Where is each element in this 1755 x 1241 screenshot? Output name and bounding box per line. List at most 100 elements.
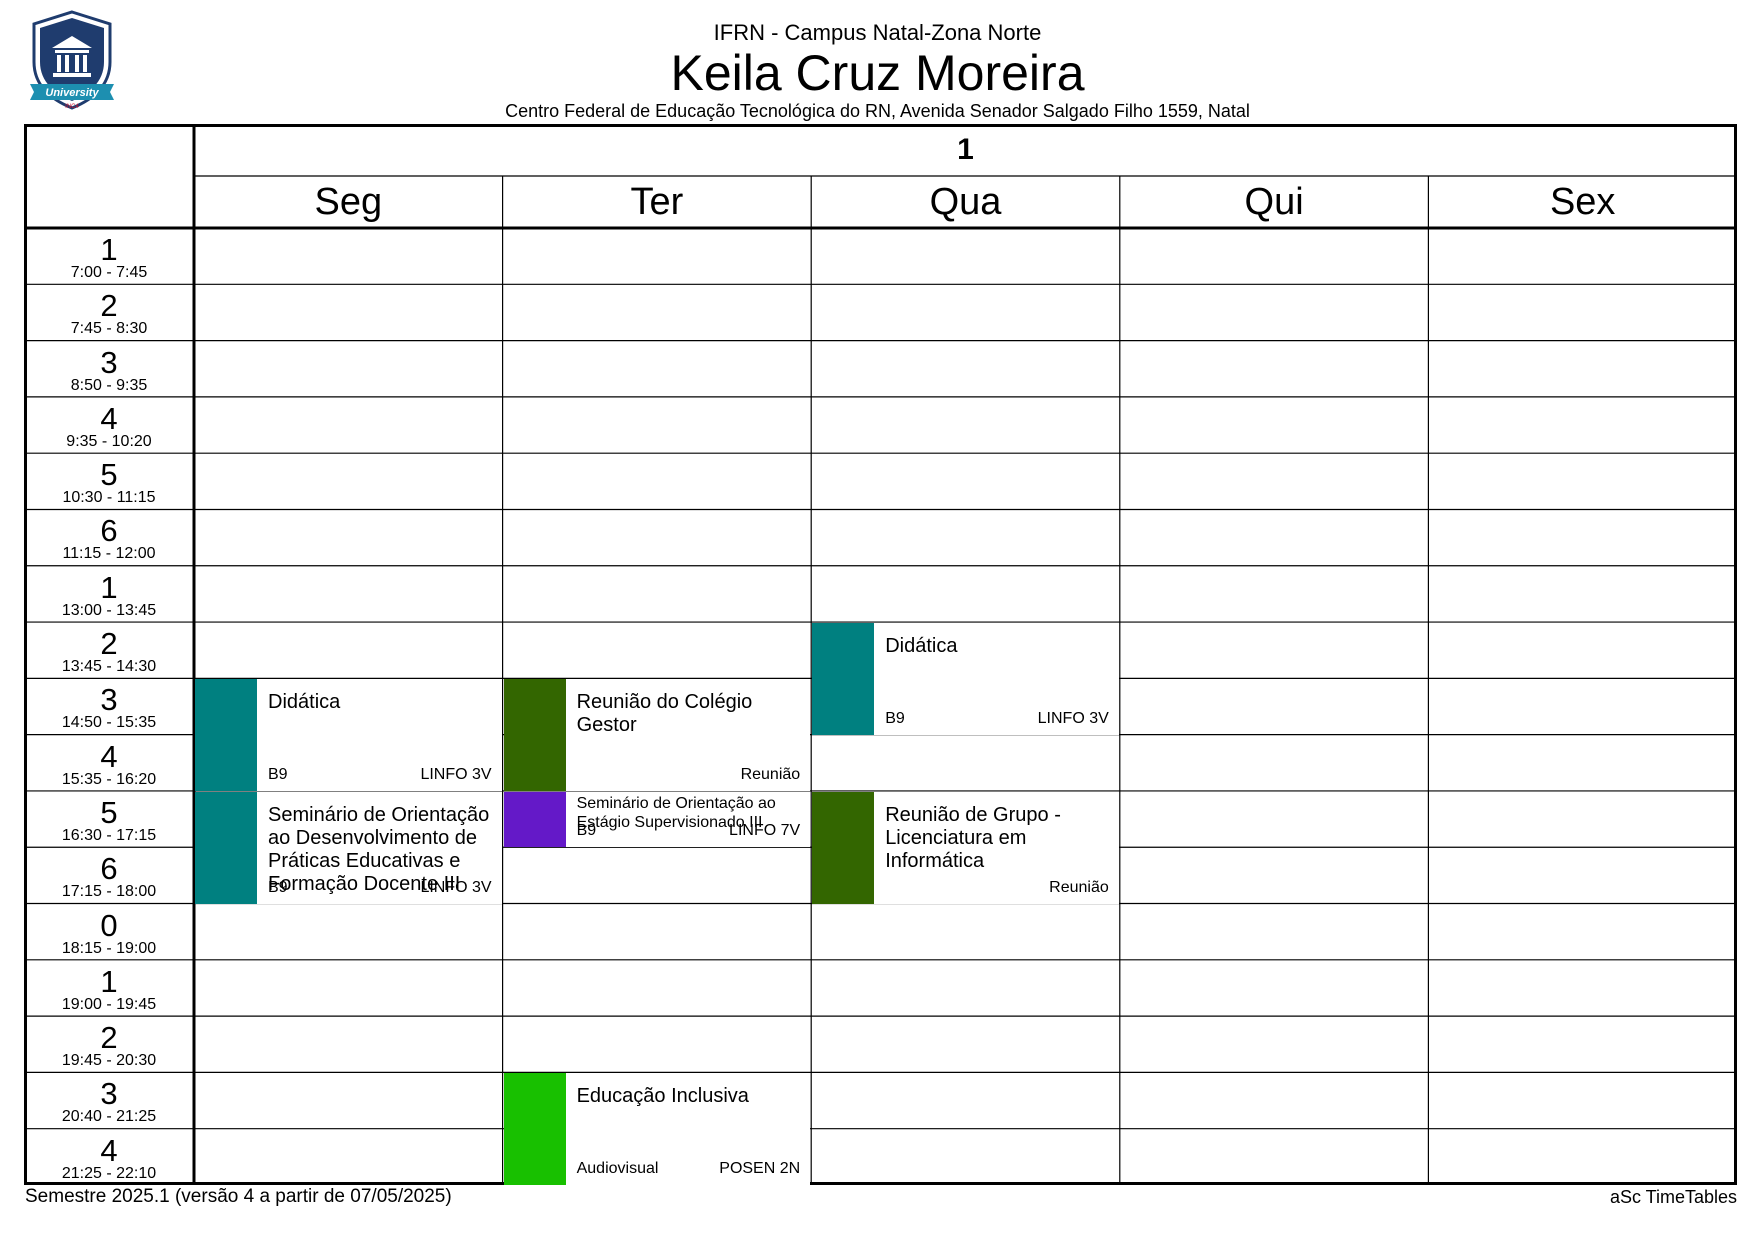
period-label: 2 19:45 - 20:30 [24,1016,194,1072]
period-label: 4 15:35 - 16:20 [24,735,194,791]
period-label: 3 14:50 - 15:35 [24,678,194,734]
lesson-subject: Didática [268,691,341,714]
lesson-group: LINFO 3V [420,765,492,783]
period-number: 4 [100,400,118,436]
period-number: 5 [100,794,118,830]
period-number: 6 [100,851,118,887]
period-time: 8:50 - 9:35 [70,376,148,394]
lesson-card[interactable]: Didática B9 LINFO 3V [812,623,1119,735]
period-number: 0 [100,907,118,943]
period-label: 1 7:00 - 7:45 [24,228,194,284]
period-time: 13:00 - 13:45 [61,601,157,619]
lesson-card[interactable]: Educação Inclusiva Audiovisual POSEN 2N [503,1073,811,1185]
lesson-group: POSEN 2N [719,1159,801,1177]
university-crest-icon: University INC4 [30,10,114,110]
period-label: 3 8:50 - 9:35 [24,341,194,397]
lesson-subject: Educação Inclusiva [576,1085,749,1108]
lesson-color-bar [503,791,566,848]
period-label: 1 19:00 - 19:45 [24,960,194,1016]
lesson-subject: Reunião de Grupo - Licenciatura em Infor… [885,803,1061,872]
period-label: 5 16:30 - 17:15 [24,791,194,847]
day-header: Qui [1244,181,1304,223]
lesson-room: B9 [268,765,288,783]
lesson-card[interactable]: Reunião do Colégio Gestor Reunião [503,679,811,791]
lesson-subject: Seminário de Orientação ao Desenvolvimen… [268,803,490,895]
day-header: Seg [314,181,383,223]
period-time: 16:30 - 17:15 [61,826,157,844]
period-label: 0 18:15 - 19:00 [24,904,194,960]
period-time: 7:45 - 8:30 [70,320,148,338]
day-header: Sex [1549,181,1616,223]
lesson-subject: Didática [885,635,958,658]
week-label: 1 [957,133,974,166]
period-time: 15:35 - 16:20 [61,770,157,788]
lesson-card[interactable]: Reunião de Grupo - Licenciatura em Infor… [812,791,1119,904]
period-label: 3 20:40 - 21:25 [24,1072,194,1128]
lesson-group: Reunião [1049,878,1109,896]
period-label: 1 13:00 - 13:45 [24,566,194,622]
lesson-color-bar [503,1073,566,1185]
period-time: 11:15 - 12:00 [62,545,156,563]
lesson-color-bar [195,791,257,904]
period-time: 17:15 - 18:00 [61,883,157,901]
lesson-group: Reunião [740,765,801,783]
lesson-color-bar [812,791,875,904]
period-number: 3 [100,682,118,718]
lesson-card[interactable]: Seminário de Orientação ao Desenvolvimen… [195,791,502,904]
period-number: 1 [100,963,118,999]
period-number: 2 [100,288,118,324]
period-label: 2 7:45 - 8:30 [24,284,194,340]
grid-border [24,124,1737,1185]
day-header: Ter [630,181,684,223]
logo-small-text: INC4 [65,104,79,110]
lesson-color-bar [195,679,257,791]
period-time: 14:50 - 15:35 [61,714,157,732]
lesson-room: B9 [885,709,905,727]
period-number: 6 [100,513,118,549]
period-label: 2 13:45 - 14:30 [24,622,194,678]
period-time: 20:40 - 21:25 [61,1108,157,1126]
lesson-room: B9 [576,822,597,840]
lesson-subject: Reunião do Colégio Gestor [576,691,753,737]
footer-software: aSc TimeTables [1609,1187,1737,1207]
period-number: 2 [100,626,118,662]
period-number: 3 [100,1076,118,1112]
lesson-group: LINFO 3V [420,878,492,896]
period-time: 7:00 - 7:45 [70,264,148,281]
lesson-color-bar [812,623,875,735]
lesson-subject: Seminário de Orientação ao Estágio Super… [576,794,776,831]
footer-semester: Semestre 2025.1 (versão 4 a partir de 07… [25,1186,452,1207]
institution-address: Centro Federal de Educação Tecnológica d… [505,101,1250,121]
lesson-group: LINFO 3V [1037,709,1109,727]
period-label: 6 17:15 - 18:00 [24,847,194,903]
period-time: 21:25 - 22:10 [61,1164,157,1182]
logo-ribbon-text: University [45,87,99,99]
period-time: 19:00 - 19:45 [61,995,157,1013]
lesson-color-bar [503,679,566,791]
period-number: 3 [100,344,118,380]
period-label: 5 10:30 - 11:15 [24,453,194,509]
lesson-room: Audiovisual [576,1159,659,1177]
period-label: 4 21:25 - 22:10 [24,1129,194,1185]
timetable-grid: 1 Seg Ter Qua Qui Sex 1 7:00 - 7:45 2 7:45 - 8:… [24,124,1737,1185]
institution-name: IFRN - Campus Natal-Zona Norte [713,20,1042,45]
lesson-card[interactable]: Seminário de Orientação ao Estágio Super… [503,791,811,848]
lesson-group: LINFO 7V [729,822,801,840]
teacher-name: Keila Cruz Moreira [670,45,1085,101]
period-time: 9:35 - 10:20 [66,432,152,450]
period-label: 4 9:35 - 10:20 [24,397,194,453]
grid-lines [24,124,1737,1185]
period-time: 13:45 - 14:30 [61,658,157,676]
period-number: 5 [100,457,118,493]
period-label: 6 11:15 - 12:00 [24,509,194,565]
period-number: 4 [100,738,118,774]
period-time: 10:30 - 11:15 [62,489,156,507]
period-number: 2 [100,1020,118,1056]
period-number: 4 [100,1132,118,1168]
period-number: 1 [100,569,118,605]
period-time: 19:45 - 20:30 [61,1052,157,1070]
period-number: 1 [100,232,118,267]
lesson-card[interactable]: Didática B9 LINFO 3V [195,679,502,791]
lesson-room: B9 [268,878,288,896]
day-header: Qua [929,181,1002,223]
